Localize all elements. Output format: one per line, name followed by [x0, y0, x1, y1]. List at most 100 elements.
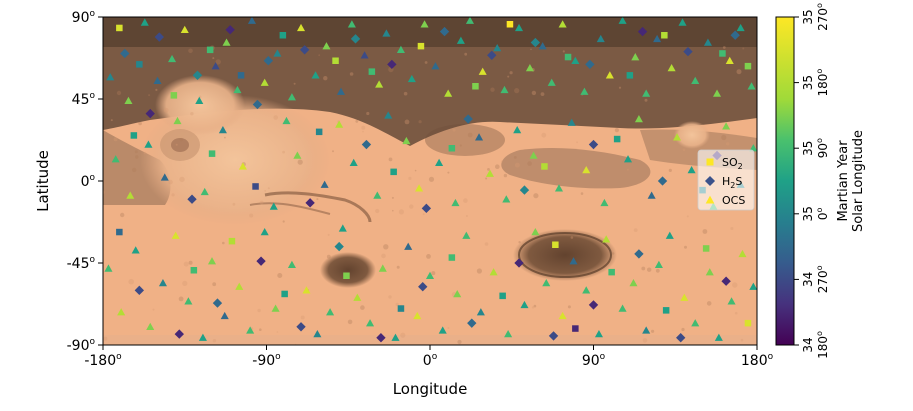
colorbar-gradient [775, 16, 795, 346]
point-ocs [320, 180, 329, 188]
point-so2 [719, 50, 726, 57]
map-texture-dot [355, 120, 359, 123]
colorbar-tick-ls: 180o [815, 69, 830, 97]
point-so2 [228, 237, 236, 245]
map-texture-dot [113, 137, 118, 142]
map-texture-dot [540, 92, 545, 96]
map-texture-dot [734, 311, 738, 315]
point-so2 [626, 72, 634, 79]
map-texture-dot [360, 305, 365, 310]
y-tick-label: 0o [81, 173, 96, 190]
point-ocs [293, 151, 302, 159]
point-ocs [168, 54, 177, 63]
map-texture-dot [541, 132, 547, 138]
point-ocs [271, 304, 280, 312]
point-ocs [542, 279, 551, 287]
point-ocs [117, 308, 126, 316]
map-texture-dot [514, 88, 520, 94]
point-ocs [538, 42, 547, 50]
point-so2 [116, 228, 123, 236]
point-h2s [730, 30, 740, 40]
point-ocs [547, 78, 556, 86]
map-texture-dot [178, 296, 184, 302]
point-h2s [212, 298, 223, 308]
point-so2 [506, 21, 514, 28]
point-ocs [749, 282, 757, 290]
point-ocs [475, 133, 484, 141]
map-texture-dot [282, 150, 285, 154]
point-so2 [472, 83, 479, 90]
point-ocs [642, 89, 651, 97]
map-texture-dot [567, 305, 571, 309]
point-so2 [702, 245, 710, 252]
point-ocs [391, 333, 400, 341]
point-ocs [353, 293, 362, 301]
map-texture-dot [459, 144, 462, 147]
map-texture-dot [392, 209, 394, 212]
point-ocs [402, 136, 411, 145]
map-texture-dot [212, 339, 217, 343]
legend-marker-so [706, 158, 714, 166]
point-ocs [302, 286, 311, 294]
point-h2s [588, 300, 599, 310]
point-ocs [146, 322, 155, 331]
map-texture-dot [282, 220, 285, 223]
map-texture-dot [422, 213, 425, 216]
colorbar-tick-year: 35 [801, 75, 815, 90]
map-texture-dot [509, 71, 513, 75]
point-ocs [140, 18, 149, 26]
legend-label: H2S [722, 175, 742, 190]
y-tick-label: 90o [72, 9, 96, 26]
point-ocs [111, 155, 120, 163]
point-so2 [608, 268, 615, 276]
point-so2 [116, 24, 123, 32]
point-so2 [208, 150, 216, 157]
x-axis-ticks: -180o -90o 0o 90o 180o [84, 345, 774, 369]
colorbar-tick-ls: 270o [815, 265, 830, 293]
point-ocs [525, 63, 534, 72]
map-texture-dot [398, 209, 404, 215]
point-ocs [287, 93, 296, 101]
x-tick-label: -180o [84, 352, 122, 369]
point-h2s [463, 114, 473, 124]
map-texture-dot [103, 336, 108, 341]
map-texture-dot [503, 173, 508, 178]
point-ocs [158, 279, 167, 287]
point-so2 [190, 267, 198, 274]
point-so2 [564, 53, 572, 61]
point-ocs [520, 300, 529, 309]
map-texture-dot [531, 90, 537, 96]
map-texture-dot [533, 193, 539, 199]
map-texture-dot [633, 228, 638, 233]
map-texture-dot [706, 301, 712, 306]
point-ocs [124, 96, 133, 105]
point-ocs [489, 268, 498, 276]
map-texture-dot [426, 254, 431, 259]
map-texture-dot [463, 198, 468, 203]
map-texture-dot [362, 130, 364, 133]
map-texture-dot [391, 196, 394, 199]
point-ocs [366, 319, 375, 327]
map-texture-dot [273, 115, 279, 120]
point-ocs [605, 71, 614, 79]
point-ocs [375, 80, 384, 88]
point-so2 [315, 128, 323, 136]
map-texture-dot [686, 215, 689, 218]
point-so2 [130, 132, 138, 139]
point-so2 [661, 32, 668, 39]
point-h2s [145, 108, 155, 119]
point-ocs [485, 169, 494, 177]
map-texture-dot [138, 121, 142, 126]
point-ocs [713, 89, 722, 97]
map-texture-dot [403, 91, 408, 96]
map-texture-dot [327, 233, 330, 236]
point-h2s [487, 50, 497, 60]
point-so2 [662, 307, 670, 314]
point-h2s [519, 185, 530, 195]
point-h2s [334, 241, 344, 252]
map-texture-dot [188, 48, 193, 54]
map-texture-dot [163, 107, 169, 113]
map-texture-dot [326, 254, 331, 259]
